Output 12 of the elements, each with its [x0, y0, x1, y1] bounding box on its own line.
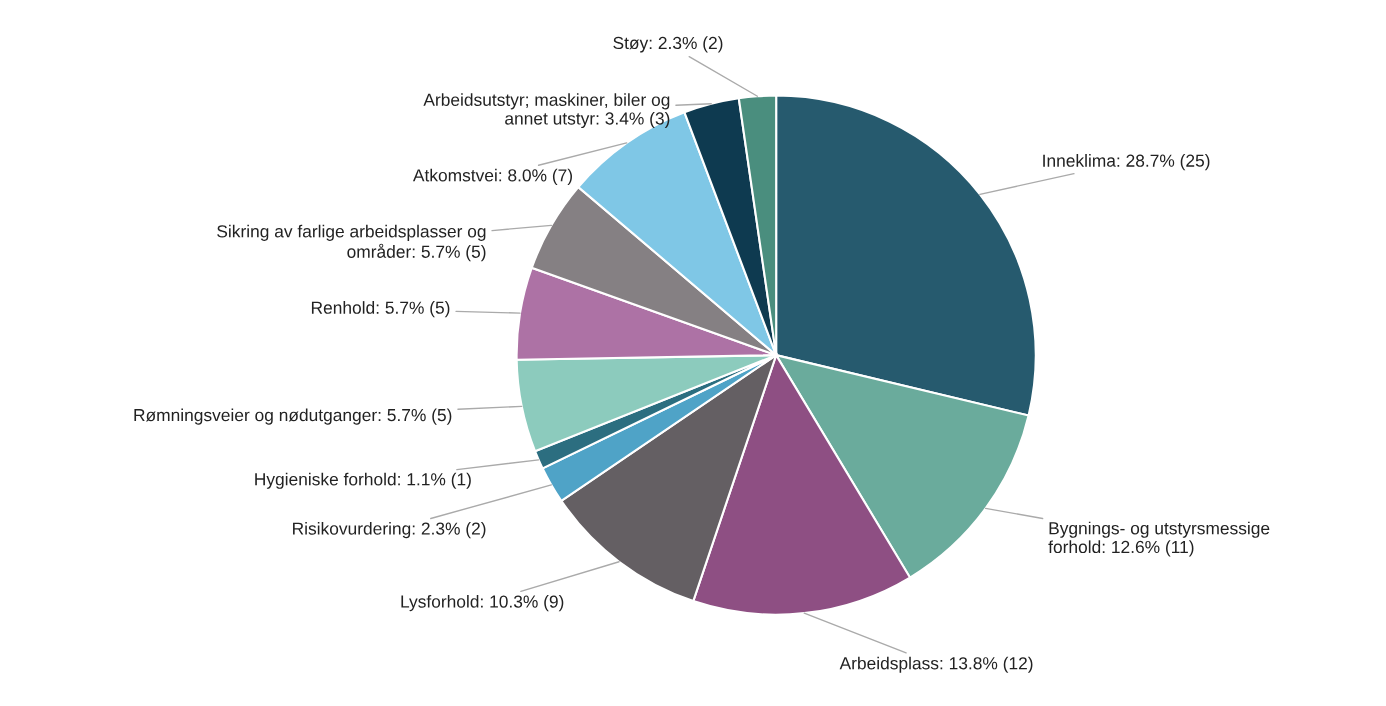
slice-label: Risikovurdering: 2.3% (2) — [293, 522, 486, 539]
slice-label: Inneklima: 28.7% (25) — [1043, 154, 1210, 171]
slice-label: Bygnings- og utstyrsmessige forhold: 12.6% (11) — [1048, 521, 1270, 557]
slice-label: Lysforhold: 10.3% (9) — [401, 594, 564, 612]
slice-label: Arbeidsutstyr; maskiner, biler og annet utstyr: 3.4% (3) — [423, 93, 670, 129]
slice-label: Sikring av farlige arbeidsplasser og områder: 5.7% (5) — [217, 224, 486, 262]
slice-label: Renhold: 5.7% (5) — [311, 301, 450, 318]
slice-label: Atkomstvei: 8.0% (7) — [412, 168, 572, 185]
slice-label: Rømningsveier og nødutganger: 5.7% (5) — [134, 408, 452, 425]
slice-label: Støy: 2.3% (2) — [613, 36, 723, 53]
slice-label: Hygieniske forhold: 1.1% (1) — [255, 472, 471, 489]
slice-label: Arbeidsplass: 13.8% (12) — [839, 656, 1033, 673]
